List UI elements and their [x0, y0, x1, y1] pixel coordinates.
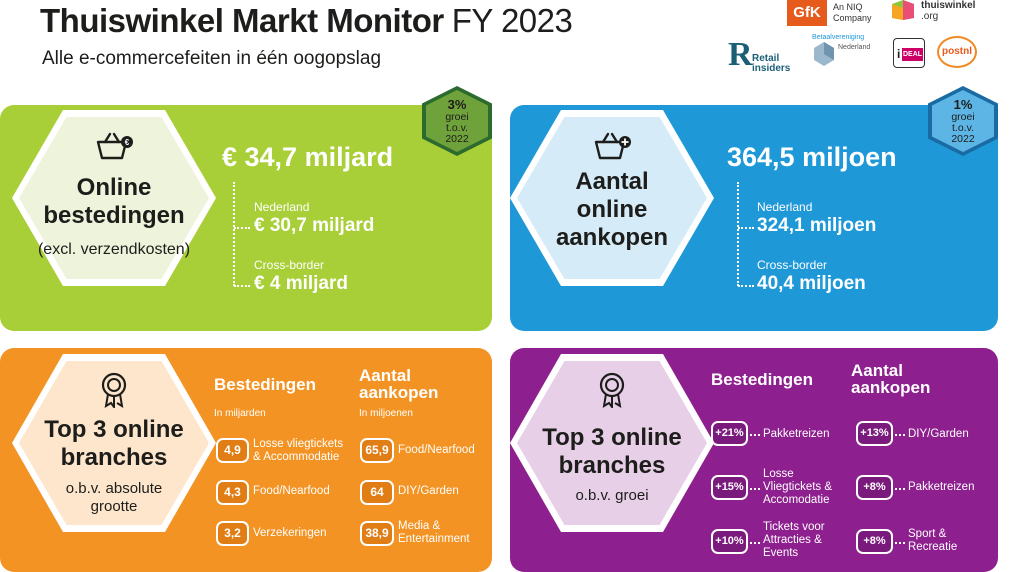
top-absolute-col1-subheader: In miljarden — [214, 408, 266, 419]
purchases-cb-value: 40,4 miljoen — [757, 273, 866, 294]
svg-text:€: € — [125, 138, 130, 147]
growth-chip: +8% — [856, 529, 893, 554]
top-growth-subtitle: o.b.v. groei — [575, 487, 649, 504]
award-rosette-icon — [101, 372, 127, 408]
branch-label: Food/Nearfood — [253, 485, 330, 497]
top-absolute-subtitle: o.b.v. absolute grootte — [65, 480, 163, 515]
branch-label: DIY/Garden — [398, 485, 459, 497]
top-absolute-col2-header: Aantal aankopen — [359, 366, 439, 402]
page-subtitle: Alle e-commercefeiten in één oogopslag — [42, 48, 382, 69]
betaalvereniging-logo-icon — [814, 42, 834, 66]
growth-chip: +13% — [856, 421, 893, 446]
gfk-logo-subtext: An NIQ Company — [833, 2, 872, 23]
growth-chip: +8% — [856, 475, 893, 500]
purchases-hexagon: Aantal online aankopen — [510, 110, 714, 286]
connector-dot — [738, 227, 754, 229]
value-chip: 4,3 — [216, 480, 249, 505]
thuiswinkel-logo-icon — [892, 0, 914, 20]
purchases-nl-label: Nederland — [757, 200, 813, 214]
purchases-total: 364,5 miljoen — [727, 142, 897, 172]
basket-plus-icon — [594, 132, 631, 160]
top-absolute-col1-header: Bestedingen — [214, 375, 317, 394]
top-growth-col2-header: Aantal aankopen — [851, 361, 931, 397]
connector-dot — [738, 285, 754, 287]
purchases-title: Aantal online aankopen — [555, 168, 669, 251]
period-label: FY 2023 — [451, 2, 573, 39]
branch-label: Verzekeringen — [253, 527, 327, 539]
growth-chip: +15% — [711, 475, 748, 500]
connector-dot — [750, 542, 760, 544]
top-absolute-hexagon: Top 3 online branches o.b.v. absolute groo… — [12, 354, 216, 532]
top-growth-title: Top 3 online branches — [542, 424, 682, 479]
spending-total: € 34,7 miljard — [222, 142, 394, 172]
award-rosette-icon — [599, 372, 625, 408]
value-chip: 3,2 — [216, 521, 249, 546]
branch-label: Pakketreizen — [763, 428, 830, 440]
spending-hexagon: € Online bestedingen (excl. verzendkosten… — [12, 110, 216, 286]
spending-cb-value: € 4 miljard — [254, 273, 348, 294]
value-chip: 65,9 — [360, 438, 394, 463]
retail-insiders-logo-mark: R — [728, 36, 753, 73]
purchases-nl-value: 324,1 miljoen — [757, 215, 877, 236]
connector-dot — [895, 434, 905, 436]
connector-dot — [234, 227, 250, 229]
connector-dot — [750, 488, 760, 490]
top-absolute-col2-subheader: In miljoenen — [359, 408, 413, 419]
top-growth-hexagon: Top 3 online branches o.b.v. groei — [510, 354, 714, 532]
purchases-growth-badge: 1% groei t.o.v. 2022 — [928, 86, 998, 156]
page-title: Thuiswinkel Markt Monitor FY 2023 — [40, 2, 573, 39]
connector-dot — [750, 434, 760, 436]
branch-label: Media & Entertainment — [398, 520, 470, 545]
branch-label: Sport & Recreatie — [908, 528, 958, 553]
top-growth-col1-header: Bestedingen — [711, 370, 814, 389]
branch-label: Pakketreizen — [908, 481, 975, 493]
branch-label: Losse Vliegtickets & Accomodatie — [763, 468, 833, 506]
spending-nl-value: € 30,7 miljard — [254, 215, 375, 236]
connector-dot — [895, 542, 905, 544]
branch-label: DIY/Garden — [908, 428, 969, 440]
purchases-connector — [737, 182, 739, 286]
value-chip: 64 — [360, 480, 394, 505]
connector-dot — [234, 285, 250, 287]
spending-nl-label: Nederland — [254, 200, 310, 214]
branch-label: Tickets voor Attracties & Events — [763, 521, 825, 559]
gfk-logo: GfK — [787, 0, 827, 26]
top-absolute-title: Top 3 online branches — [44, 416, 184, 471]
spending-title: Online bestedingen — [43, 174, 185, 229]
betaalvereniging-logo: Betaalvereniging Nederland — [808, 34, 878, 68]
spending-cb-label: Cross-border — [254, 258, 325, 272]
growth-chip: +10% — [711, 529, 748, 554]
value-chip: 38,9 — [360, 521, 394, 546]
value-chip: 4,9 — [216, 438, 249, 463]
branch-label: Food/Nearfood — [398, 444, 475, 456]
spending-subtitle: (excl. verzendkosten) — [37, 241, 191, 258]
spending-connector — [233, 182, 235, 286]
basket-euro-icon: € — [96, 132, 133, 160]
branch-label: Losse vliegtickets & Accommodatie — [253, 438, 344, 463]
retail-insiders-logo: Retail insiders — [752, 53, 791, 74]
postnl-logo: postnl — [937, 36, 977, 68]
purchases-cb-label: Cross-border — [757, 258, 828, 272]
ideal-logo: i DEAL — [893, 38, 925, 68]
growth-chip: +21% — [711, 421, 748, 446]
thuiswinkel-logo: thuiswinkel .org — [921, 0, 976, 22]
connector-dot — [895, 488, 905, 490]
